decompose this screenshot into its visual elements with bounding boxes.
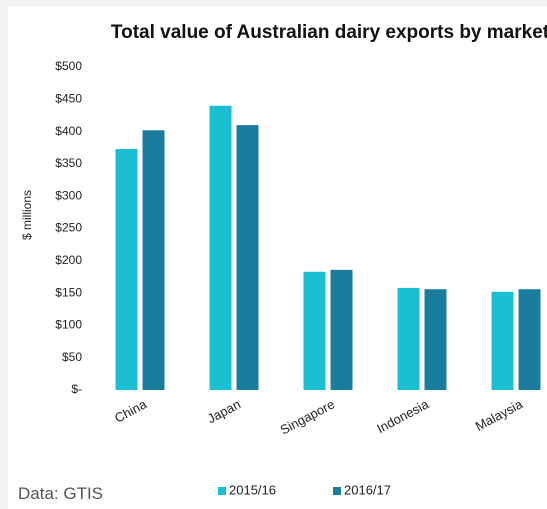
- chart-title: Total value of Australian dairy exports …: [110, 22, 547, 43]
- y-tick-label: $50: [62, 350, 82, 364]
- bar: [491, 291, 514, 390]
- y-axis-label: $ millions: [20, 190, 34, 240]
- x-tick-label: Indonesia: [374, 396, 432, 436]
- bar: [303, 271, 326, 390]
- y-tick-label: $350: [55, 156, 82, 170]
- y-tick-label: $450: [55, 91, 82, 105]
- bar: [424, 289, 447, 390]
- y-tick-label: $150: [55, 285, 82, 299]
- x-tick-label: Malaysia: [473, 396, 526, 434]
- bar: [115, 149, 138, 390]
- bar: [142, 130, 165, 391]
- y-tick-label: $400: [55, 124, 82, 138]
- bar: [209, 105, 232, 390]
- bar: [397, 287, 420, 390]
- x-tick-label: Singapore: [278, 396, 337, 437]
- y-tick-label: $-: [71, 382, 82, 396]
- x-tick-label: China: [112, 396, 150, 426]
- legend-swatch: [333, 487, 341, 495]
- bar: [518, 289, 541, 390]
- y-tick-label: $500: [55, 59, 82, 73]
- source-note: Data: GTIS: [18, 484, 104, 503]
- legend-label: 2015/16: [229, 482, 276, 497]
- y-tick-label: $250: [55, 221, 82, 235]
- legend-swatch: [218, 487, 226, 495]
- legend-label: 2016/17: [344, 482, 391, 497]
- x-tick-label: Japan: [205, 396, 243, 426]
- chart-panel: [8, 6, 547, 509]
- bar: [236, 125, 259, 390]
- bar: [330, 269, 353, 390]
- y-tick-label: $300: [55, 188, 82, 202]
- y-tick-label: $100: [55, 318, 82, 332]
- y-tick-label: $200: [55, 253, 82, 267]
